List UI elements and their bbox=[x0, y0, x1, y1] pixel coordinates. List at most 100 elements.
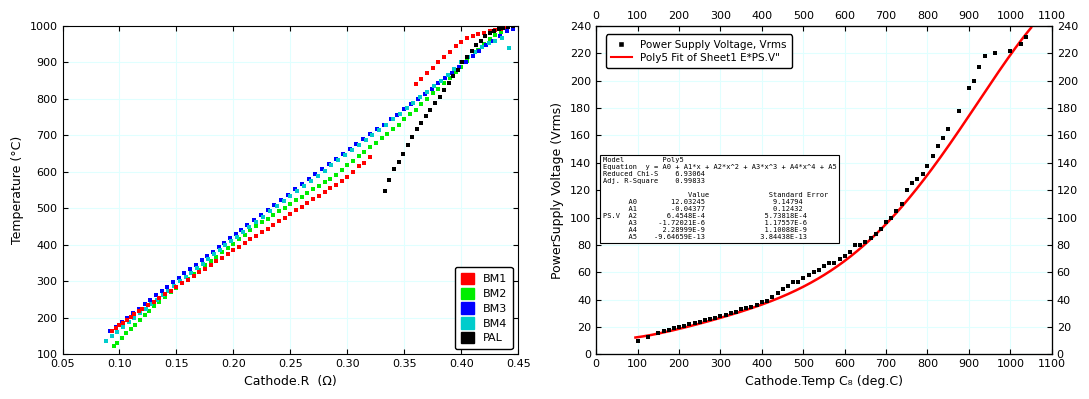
Point bbox=[333, 167, 351, 173]
Point bbox=[198, 253, 216, 259]
Point bbox=[430, 85, 448, 92]
Point bbox=[475, 30, 492, 36]
Point bbox=[206, 251, 223, 258]
Point bbox=[390, 159, 407, 165]
Point bbox=[316, 179, 333, 186]
Point bbox=[168, 284, 185, 290]
Point bbox=[164, 279, 182, 285]
Point bbox=[316, 167, 333, 174]
Point bbox=[384, 126, 402, 132]
Point bbox=[231, 236, 248, 242]
Point bbox=[372, 135, 390, 141]
Point bbox=[390, 121, 407, 128]
Point bbox=[846, 242, 864, 248]
Point bbox=[842, 249, 859, 255]
Point bbox=[727, 309, 745, 315]
Point bbox=[247, 233, 265, 239]
Point bbox=[350, 153, 367, 160]
Point bbox=[166, 283, 183, 289]
Point bbox=[113, 319, 131, 326]
Point bbox=[234, 229, 252, 235]
Y-axis label: PowerSupply Voltage (Vrms): PowerSupply Voltage (Vrms) bbox=[551, 102, 564, 279]
Point bbox=[477, 33, 494, 40]
Point bbox=[878, 219, 895, 225]
Point bbox=[748, 302, 766, 308]
Point bbox=[238, 222, 256, 229]
Point bbox=[355, 136, 372, 142]
Point bbox=[401, 111, 418, 117]
Point bbox=[97, 338, 114, 344]
Point bbox=[162, 289, 180, 296]
Point bbox=[486, 28, 503, 34]
Point bbox=[446, 43, 464, 49]
Point bbox=[480, 40, 498, 47]
Point bbox=[888, 207, 905, 214]
Point bbox=[816, 262, 833, 269]
Point bbox=[152, 288, 170, 294]
Point bbox=[418, 89, 436, 95]
Point bbox=[231, 244, 248, 250]
Point bbox=[185, 271, 203, 277]
Point bbox=[431, 94, 449, 100]
Point bbox=[344, 169, 362, 175]
Point bbox=[322, 162, 340, 169]
Point bbox=[293, 194, 310, 200]
Point bbox=[157, 291, 174, 297]
Point bbox=[458, 58, 476, 65]
Point bbox=[1017, 34, 1035, 40]
Point bbox=[382, 116, 400, 122]
Point bbox=[337, 152, 354, 158]
Point bbox=[405, 99, 423, 106]
Point bbox=[436, 54, 453, 60]
Point bbox=[445, 66, 463, 72]
Point bbox=[280, 192, 297, 198]
Point bbox=[261, 208, 279, 215]
Point bbox=[460, 53, 477, 60]
Point bbox=[399, 142, 416, 148]
Point bbox=[950, 108, 967, 114]
Point bbox=[408, 126, 426, 132]
Point bbox=[490, 26, 507, 32]
Point bbox=[321, 185, 339, 192]
Point bbox=[185, 273, 203, 279]
Point bbox=[690, 318, 708, 325]
Point bbox=[639, 334, 657, 340]
Point bbox=[481, 28, 499, 34]
Point bbox=[109, 340, 126, 346]
Point bbox=[208, 258, 225, 265]
Point bbox=[334, 150, 352, 157]
Point bbox=[205, 248, 222, 255]
Point bbox=[458, 53, 476, 60]
Point bbox=[481, 36, 499, 43]
Point bbox=[173, 280, 191, 286]
Point bbox=[114, 320, 132, 326]
Point bbox=[125, 315, 143, 321]
Point bbox=[159, 283, 176, 290]
Point bbox=[504, 23, 522, 30]
Point bbox=[440, 80, 457, 87]
Point bbox=[473, 44, 490, 50]
Point bbox=[216, 239, 233, 246]
Point bbox=[299, 176, 317, 182]
Point bbox=[487, 26, 504, 33]
Point bbox=[131, 306, 148, 312]
Point bbox=[444, 73, 462, 79]
Point bbox=[439, 72, 456, 79]
Point bbox=[780, 283, 797, 289]
Point bbox=[441, 75, 458, 81]
Point bbox=[160, 287, 178, 294]
Point bbox=[122, 314, 139, 320]
Point bbox=[364, 132, 381, 138]
Legend: Power Supply Voltage, Vrms, Poly5 Fit of Sheet1 E*PS.V": Power Supply Voltage, Vrms, Poly5 Fit of… bbox=[605, 34, 792, 68]
Point bbox=[966, 77, 983, 84]
Point bbox=[940, 125, 957, 132]
Point bbox=[222, 238, 240, 244]
Point bbox=[898, 187, 916, 194]
Point bbox=[183, 269, 200, 276]
Point bbox=[487, 32, 504, 38]
Point bbox=[504, 24, 522, 30]
Point bbox=[236, 231, 254, 238]
Point bbox=[196, 262, 213, 269]
Point bbox=[914, 171, 931, 177]
Point bbox=[295, 183, 313, 189]
